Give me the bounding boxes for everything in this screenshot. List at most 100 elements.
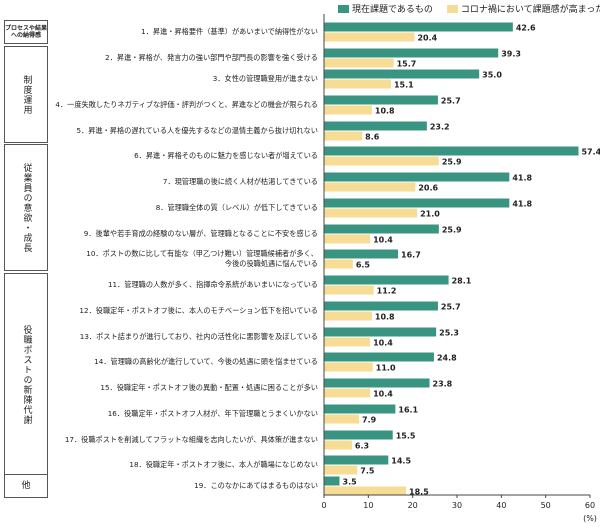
bar-current	[324, 69, 480, 79]
bar-current	[324, 22, 513, 32]
category-label: 3．女性の管理職登用が進まない	[212, 74, 318, 83]
bar-current	[324, 95, 438, 105]
value-label-covid: 6.3	[355, 442, 369, 451]
x-tick-label: 10	[363, 501, 373, 510]
value-label-covid: 10.4	[373, 339, 393, 348]
bar-current	[324, 224, 439, 234]
x-axis-unit: (%)	[583, 514, 597, 523]
group-box: 制度運用	[4, 46, 48, 143]
legend-swatch-covid	[446, 4, 458, 13]
category-label: 16．役職定年・ポストオフ人材が、年下管理職とうまくいかない	[107, 409, 318, 418]
bar-current	[324, 352, 434, 362]
group-box: 従業員の意欲・成長	[4, 144, 48, 271]
category-label: 15．役職定年・ポストオフ後の異動・配置・処遇に困ることが多い	[100, 383, 318, 392]
bar-current	[324, 249, 399, 259]
bar-covid	[324, 465, 358, 475]
bar-current	[324, 172, 510, 182]
x-tick-label: 30	[452, 501, 462, 510]
category-label: 13．ポスト詰まりが進行しており、社内の活性化に悪影響を及ぼしている	[79, 332, 318, 341]
value-label-covid: 18.5	[409, 488, 429, 497]
value-label-current: 14.5	[391, 457, 411, 466]
group-label: 制度運用	[21, 74, 32, 115]
value-label-current: 41.8	[512, 200, 532, 209]
value-label-current: 28.1	[452, 277, 472, 286]
bar-covid	[324, 440, 352, 450]
category-label: 8．管理職全体の質（レベル）が低下してきている	[155, 203, 318, 212]
bar-current	[324, 146, 579, 156]
bar-current	[324, 327, 437, 337]
category-label: 9．後輩や若手育成の経験のない層が、管理職となることに不安を感じる	[83, 229, 318, 238]
bar-covid	[324, 208, 418, 218]
value-label-current: 41.8	[512, 174, 532, 183]
value-label-current: 24.8	[437, 354, 457, 363]
bar-current	[324, 430, 393, 440]
x-tick-label: 20	[408, 501, 418, 510]
value-label-covid: 20.6	[418, 184, 438, 193]
x-tick-label: 60	[585, 501, 595, 510]
value-label-current: 25.7	[441, 303, 461, 312]
value-label-covid: 8.6	[365, 133, 380, 142]
category-label: 1．昇進・昇格要件（基準）があいまいで納得性がない	[141, 27, 318, 36]
group-box: 他	[4, 474, 48, 498]
bar-covid	[324, 182, 416, 192]
category-label: 18．役職定年・ポストオフ後に、本人が職場になじめない	[129, 460, 318, 469]
bar-current	[324, 476, 340, 486]
bar-covid	[324, 32, 415, 42]
value-label-covid: 21.0	[420, 210, 440, 219]
category-label: 4．一度失敗したりネガティブな評価・評判がつくと、昇進などの機会が限られる	[55, 100, 318, 109]
bar-covid	[324, 414, 360, 424]
value-label-current: 16.7	[401, 251, 421, 260]
value-label-covid: 11.2	[377, 287, 397, 296]
category-label: 7．現管理職の後に続く人材が枯渇してきている	[162, 177, 318, 186]
bar-current	[324, 48, 499, 58]
value-label-current: 23.2	[430, 123, 450, 132]
category-label: 17．役職ポストを削減してフラットな組織を志向したいが、具体策が進まない	[64, 435, 318, 444]
category-label: 6．昇進・昇格そのものに魅力を感じない者が増えている	[134, 151, 318, 160]
legend-item-current: 現在課題であるもの	[338, 2, 433, 15]
value-label-current: 42.6	[516, 24, 536, 33]
bar-covid	[324, 337, 371, 347]
value-label-covid: 15.1	[394, 81, 414, 90]
value-label-covid: 10.4	[373, 236, 393, 245]
bar-covid	[324, 156, 439, 166]
value-label-covid: 15.7	[397, 60, 417, 69]
category-label: 10．ポストの数に比して有能な（甲乙つけ難い）管理職候補者が多く、 今後の役職処…	[86, 249, 318, 268]
category-label: 11．管理職の人数が多く、指揮命令系統があいまいになっている	[107, 280, 318, 289]
value-label-current: 16.1	[398, 406, 418, 415]
legend-label-covid: コロナ禍において課題感が高まったもの	[460, 5, 600, 15]
bar-current	[324, 378, 430, 388]
bar-current	[324, 404, 396, 414]
group-box: 役職ポストの新陳代謝	[4, 273, 48, 477]
group-label: 役職ポストの新陳代謝	[21, 325, 32, 425]
group-label: プロセスや結果への納得感	[5, 25, 48, 39]
value-label-covid: 6.5	[356, 261, 371, 270]
x-tick-label: 50	[541, 501, 551, 510]
bar-covid	[324, 131, 363, 141]
legend-swatch-current	[338, 4, 349, 13]
category-label: 5．昇進・昇格の遅れている人を優先するなどの温情主義から抜け切れない	[76, 126, 318, 135]
bar-current	[324, 121, 427, 131]
value-label-current: 25.3	[439, 329, 459, 338]
bar-covid	[324, 362, 373, 372]
bar-covid	[324, 105, 372, 115]
bar-covid	[324, 388, 371, 398]
value-label-covid: 25.9	[442, 158, 462, 167]
bar-current	[324, 198, 510, 208]
bar-current	[324, 301, 438, 311]
bar-covid	[324, 79, 391, 89]
legend-label-current: 現在課題であるもの	[352, 5, 433, 15]
category-label: 12．役職定年・ポストオフ後に、本人のモチベーション低下を招いている	[79, 306, 318, 315]
value-label-current: 39.3	[501, 50, 521, 59]
value-label-covid: 10.8	[375, 107, 395, 116]
category-label: 14．管理職の高齢化が進行していて、今後の処遇に頭を悩ませている	[94, 357, 318, 366]
value-label-covid: 10.8	[375, 313, 395, 322]
value-label-current: 23.8	[433, 380, 453, 389]
bar-covid	[324, 311, 372, 321]
bar-covid	[324, 58, 394, 68]
value-label-current: 15.5	[396, 432, 416, 441]
value-label-covid: 7.5	[360, 467, 375, 476]
value-label-current: 3.5	[343, 478, 358, 487]
bar-covid	[324, 234, 371, 244]
value-label-current: 25.9	[442, 226, 462, 235]
